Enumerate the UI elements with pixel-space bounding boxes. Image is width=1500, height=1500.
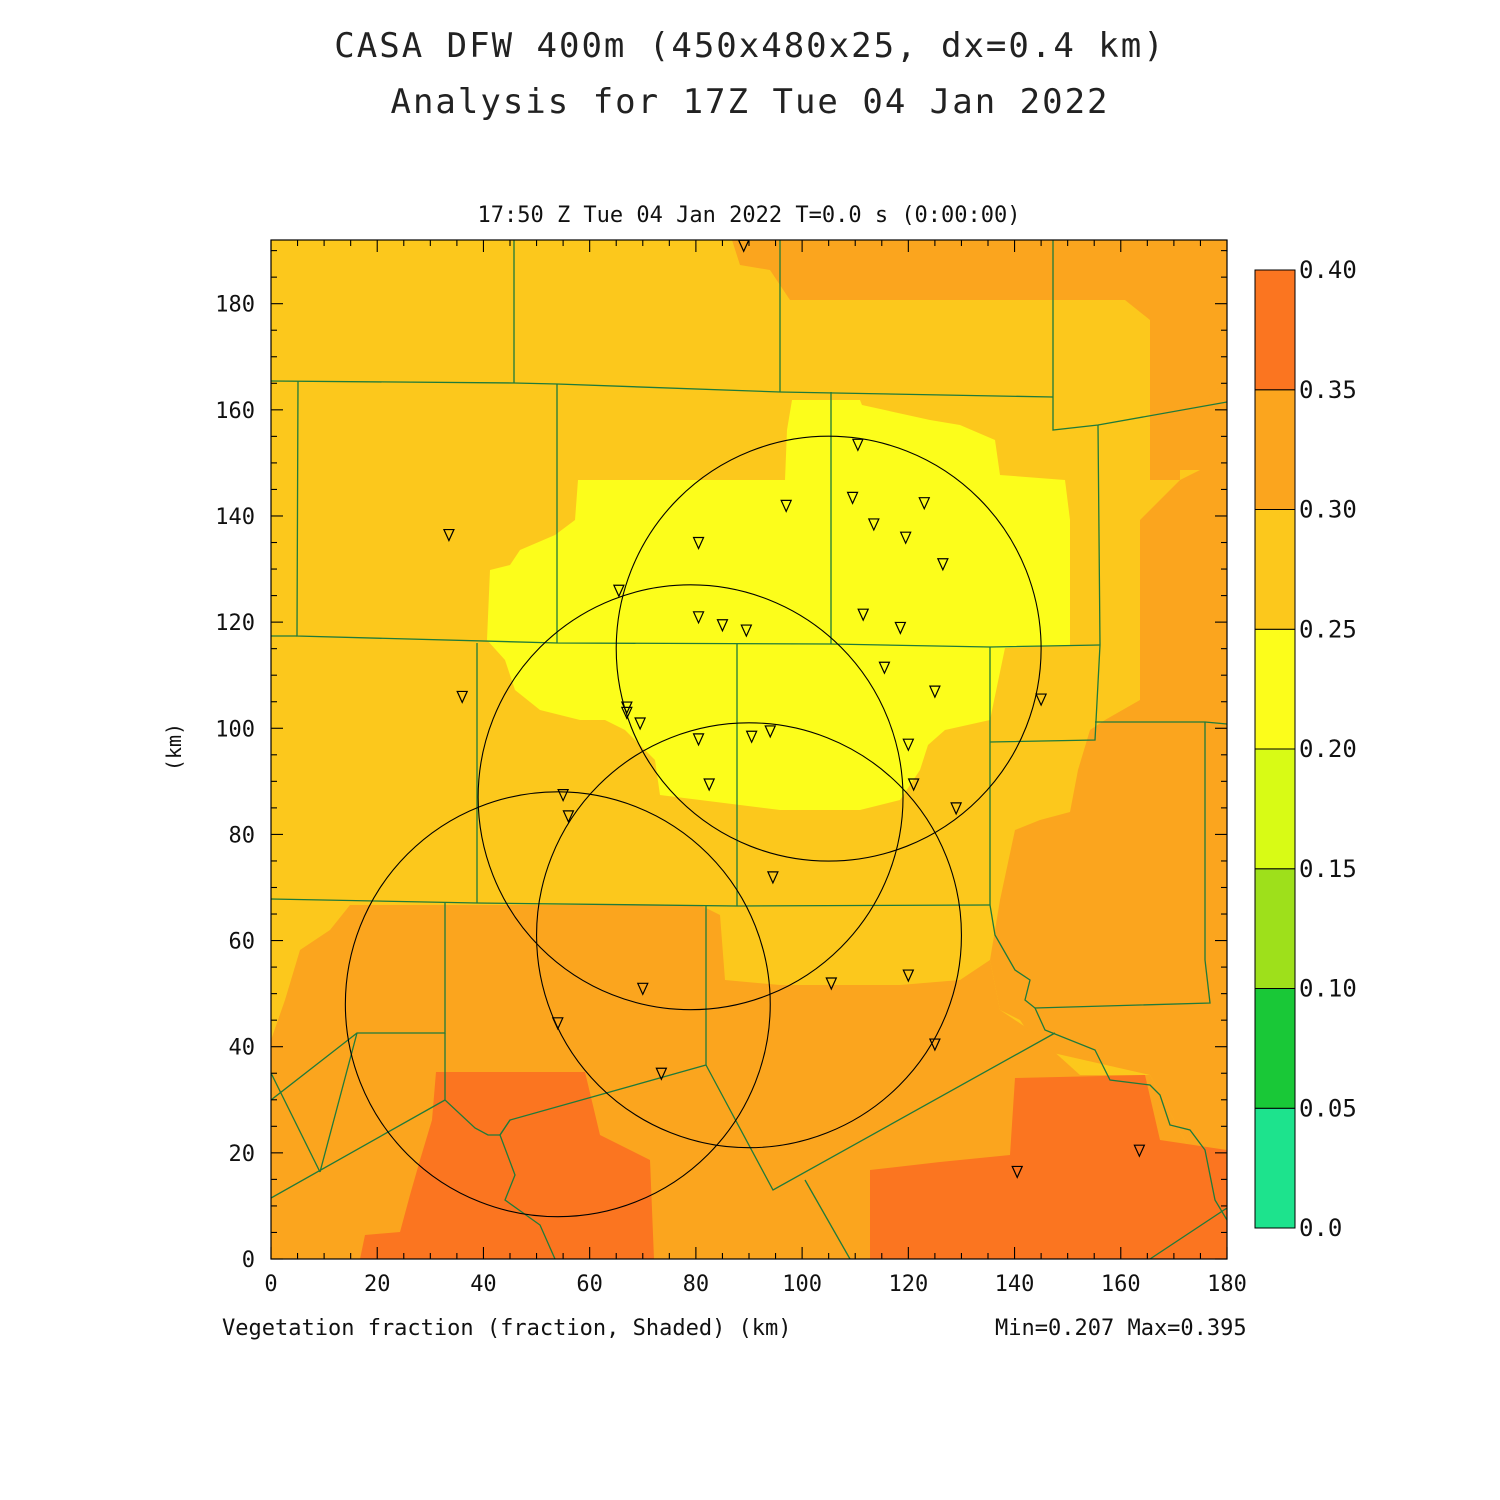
station-marker xyxy=(1035,693,1048,707)
y-tick-label: 120 xyxy=(215,611,255,636)
field-0.30-0.35-north xyxy=(732,240,1227,480)
station-marker xyxy=(655,1067,668,1081)
station-marker xyxy=(867,518,880,532)
station-marker xyxy=(936,558,949,572)
axis-ticks xyxy=(270,240,1228,1260)
radar-range-ring-4 xyxy=(344,791,771,1218)
station-marker xyxy=(551,1017,564,1031)
x-tick-label: 0 xyxy=(264,1272,277,1297)
y-tick-label: 180 xyxy=(215,293,255,318)
colorbar-swatch xyxy=(1254,269,1296,391)
station-marker xyxy=(857,608,870,622)
colorbar-swatch xyxy=(1254,988,1296,1109)
colorbar-label: 0.20 xyxy=(1299,735,1357,763)
radar-range-ring-1 xyxy=(615,435,1042,862)
station-marker xyxy=(1133,1144,1146,1158)
station-marker xyxy=(902,969,915,983)
station-marker xyxy=(918,497,931,511)
colorbar-swatch xyxy=(1254,1107,1296,1229)
x-tick-label: 80 xyxy=(683,1272,710,1297)
field-0.30-0.35-east xyxy=(990,380,1227,1150)
colorbar-swatch xyxy=(1254,868,1296,989)
station-marker xyxy=(703,778,716,792)
colorbar-swatch xyxy=(1254,628,1296,750)
radar-range-rings xyxy=(344,435,1042,1218)
station-marker xyxy=(456,690,469,704)
y-tick-label: 140 xyxy=(215,505,255,530)
station-marker xyxy=(692,536,705,550)
axis-tick-labels: 0 20 40 60 80 100 120 140 160 180 0 20 40 60 80 100 120 1… xyxy=(215,293,1247,1297)
station-marker xyxy=(766,871,779,885)
colorbar-label: 0.0 xyxy=(1299,1214,1342,1242)
x-tick-label: 100 xyxy=(782,1272,822,1297)
station-marker xyxy=(740,624,753,638)
radar-range-ring-2 xyxy=(477,584,904,1011)
field-0.20-0.25 xyxy=(487,400,1070,810)
colorbar-label: 0.40 xyxy=(1299,256,1357,284)
shaded-field xyxy=(271,240,1227,1259)
colorbar-label: 0.25 xyxy=(1299,615,1357,643)
station-marker xyxy=(692,611,705,625)
colorbar-label: 0.05 xyxy=(1299,1094,1357,1122)
x-tick-label: 180 xyxy=(1207,1272,1247,1297)
radar-range-ring-3 xyxy=(536,722,962,1149)
x-tick-label: 40 xyxy=(470,1272,497,1297)
y-tick-label: 40 xyxy=(229,1036,256,1061)
valid-time-subtitle: 17:50 Z Tue 04 Jan 2022 T=0.0 s (0:00:00… xyxy=(477,203,1021,228)
station-marker xyxy=(442,528,455,543)
station-marker xyxy=(825,977,838,991)
y-tick-label: 160 xyxy=(215,399,255,424)
station-marker xyxy=(950,802,963,816)
colorbar-label: 0.10 xyxy=(1299,975,1357,1003)
station-marker xyxy=(780,499,793,513)
station-marker xyxy=(692,733,705,747)
station-marker xyxy=(846,491,859,505)
station-marker xyxy=(851,438,864,452)
x-tick-label: 140 xyxy=(995,1272,1035,1297)
station-marker xyxy=(745,730,758,744)
field-0.35-0.40-southwest xyxy=(360,1072,654,1259)
chart-title-analysis-time: Analysis for 17Z Tue 04 Jan 2022 xyxy=(390,82,1110,122)
station-markers xyxy=(442,239,1146,1179)
station-marker xyxy=(878,661,891,675)
x-tick-label: 60 xyxy=(576,1272,603,1297)
station-marker xyxy=(928,685,941,699)
station-marker xyxy=(764,725,777,739)
colorbar-swatch xyxy=(1254,748,1296,870)
y-tick-label: 0 xyxy=(242,1248,255,1273)
station-marker xyxy=(562,810,575,824)
y-axis-label: (km) xyxy=(162,722,187,772)
y-tick-label: 100 xyxy=(215,717,255,742)
station-marker xyxy=(634,717,647,731)
chart-title: CASA DFW 400m (450x480x25, dx=0.4 km) xyxy=(334,26,1166,66)
county-boundaries xyxy=(271,240,1227,1259)
station-marker xyxy=(894,621,907,635)
colorbar-label: 0.15 xyxy=(1299,855,1357,883)
colorbar-label: 0.30 xyxy=(1299,496,1357,524)
x-tick-label: 160 xyxy=(1101,1272,1141,1297)
x-tick-label: 20 xyxy=(364,1272,391,1297)
station-marker xyxy=(612,584,625,598)
colorbar-label: 0.35 xyxy=(1299,376,1357,404)
y-tick-label: 20 xyxy=(229,1142,256,1167)
station-marker xyxy=(620,706,633,720)
station-marker xyxy=(907,778,920,792)
station-marker xyxy=(716,619,729,633)
y-tick-label: 80 xyxy=(229,823,256,848)
station-marker xyxy=(1011,1165,1024,1179)
x-tick-label: 120 xyxy=(888,1272,928,1297)
colorbar-swatch xyxy=(1254,389,1296,510)
station-marker xyxy=(902,738,915,752)
colorbar-swatch xyxy=(1254,509,1296,630)
variable-label: Vegetation fraction (fraction, Shaded) (… xyxy=(222,1316,792,1341)
station-marker xyxy=(928,1038,941,1052)
station-marker xyxy=(636,982,649,996)
y-tick-label: 60 xyxy=(229,930,256,955)
station-marker xyxy=(557,789,570,803)
station-marker xyxy=(899,531,912,545)
colorbar: 0.0 0.05 0.10 0.15 0.20 0.25 0.30 0.35 0.40 xyxy=(1254,256,1357,1242)
min-max-readout: Min=0.207 Max=0.395 xyxy=(995,1316,1247,1341)
field-0.35-0.40-southeast xyxy=(870,1075,1227,1259)
